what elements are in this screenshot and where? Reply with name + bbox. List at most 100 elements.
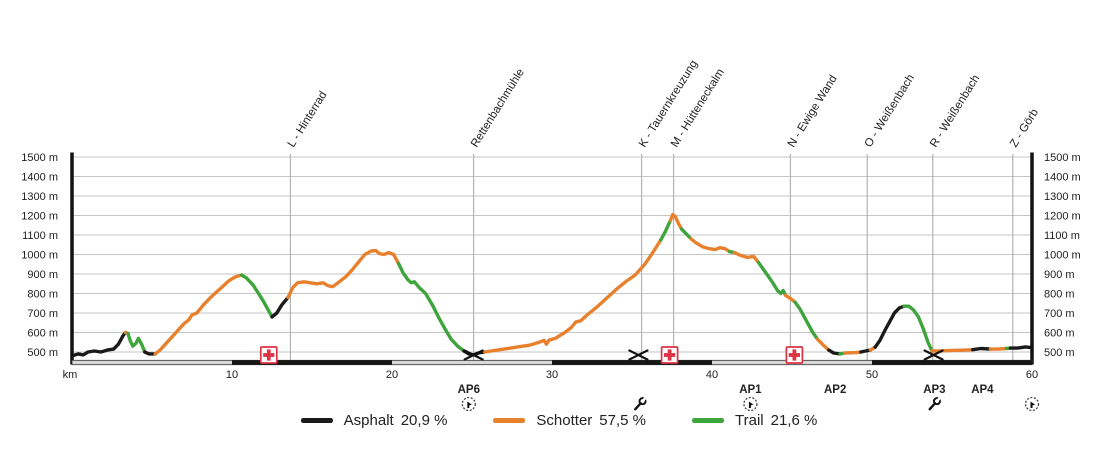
circle-figure: [1030, 401, 1035, 408]
y-axis-label-right: 1000 m: [1044, 249, 1081, 261]
y-axis-label-right: 500 m: [1044, 347, 1075, 359]
legend-item-trail: Trail 21,6 %: [692, 412, 817, 429]
wrench-icon: [634, 396, 647, 411]
y-axis-label-left: 1000 m: [21, 249, 58, 261]
checkpoint-label: AP4: [971, 384, 994, 396]
crossed-tools-marker: [628, 349, 649, 361]
profile-segment-asphalt: [827, 348, 842, 356]
circle-outline: [461, 396, 476, 412]
profile-segment-schotter: [988, 346, 1009, 351]
x-axis-unit-label: km: [63, 369, 78, 381]
checkpoint-circle-icon: [461, 396, 476, 412]
waypoint-label: R - Weißenbach: [928, 73, 982, 150]
legend-value-schotter: 57,5 %: [599, 412, 646, 429]
checkpoint-circle-icon: [1024, 396, 1040, 412]
wrench-shaft: [928, 402, 937, 411]
x-axis-tick-label: 30: [546, 369, 558, 381]
profile-segment-schotter: [732, 250, 761, 264]
y-axis-label-right: 1100 m: [1044, 230, 1080, 242]
first-aid-cross-h: [788, 353, 800, 357]
x-axis-tick-label: 50: [866, 369, 878, 381]
circle-outline: [743, 396, 758, 412]
profile-segment-asphalt: [1008, 345, 1034, 350]
legend-label-schotter: Schotter: [536, 412, 593, 429]
x-axis-tick-label: 40: [706, 369, 718, 381]
crossed-tools-marker: [463, 349, 484, 361]
y-axis-label-left: 1100 m: [22, 230, 58, 242]
y-axis-label-left: 1500 m: [21, 152, 58, 164]
legend-value-asphalt: 20,9 %: [400, 412, 448, 429]
profile-segment-trail: [126, 331, 147, 354]
y-axis-label-left: 1300 m: [21, 191, 58, 203]
legend-item-schotter: Schotter 57,5 %: [493, 412, 646, 429]
first-aid-cross-h: [263, 353, 275, 357]
profile-segment-trail: [902, 304, 934, 353]
crossed-tools-marker: [923, 349, 944, 361]
y-axis-label-left: 500 m: [27, 347, 58, 359]
profile-segment-asphalt: [270, 295, 290, 319]
waypoint-label: Rettenbachmühle: [469, 67, 527, 150]
x-axis-tick-label: 10: [226, 369, 238, 381]
waypoint-label: L - Hinterrad: [286, 89, 330, 149]
profile-segment-asphalt: [873, 304, 906, 349]
circle-figure: [467, 401, 472, 408]
profile-segment-schotter: [843, 350, 863, 355]
wrench-icon: [928, 396, 941, 411]
profile-segment-schotter: [689, 237, 732, 254]
legend: Asphalt 20,9 % Schotter 57,5 % Trail 21,6 %: [0, 412, 1118, 429]
profile-segment-schotter: [930, 348, 975, 353]
checkpoint-label: AP3: [923, 384, 945, 396]
y-axis-label-left: 700 m: [27, 308, 58, 320]
checkpoint-label: AP6: [458, 384, 480, 396]
crossed-line: [628, 349, 649, 361]
x-axis-scalebar-dark-segment: [552, 360, 712, 365]
profile-segment-trail: [659, 218, 673, 242]
waypoint-label: Z - Görb: [1008, 107, 1041, 150]
x-axis-tick-label: 20: [386, 369, 398, 381]
y-axis-label-left: 1200 m: [21, 210, 58, 222]
profile-segment-schotter: [153, 273, 244, 356]
wrench-shaft: [634, 402, 642, 411]
y-axis-label-right: 900 m: [1044, 269, 1075, 281]
profile-segment-trail: [396, 261, 466, 353]
waypoint-label: N - Ewige Wand: [786, 73, 840, 149]
profile-segment-schotter: [815, 337, 831, 352]
asphalt-line-swatch: [300, 418, 333, 423]
profile-segment-trail: [239, 273, 274, 319]
y-axis-label-right: 600 m: [1044, 327, 1075, 339]
schotter-line-swatch: [493, 418, 526, 423]
first-aid-cross-h: [664, 353, 676, 357]
wrench-jaw-gap: [936, 396, 941, 402]
waypoint-label: O - Weißenbach: [863, 72, 917, 149]
legend-value-trail: 21,6 %: [770, 412, 818, 429]
profile-segment-trail: [793, 300, 820, 341]
wrench-jaw-gap: [642, 396, 647, 402]
y-axis-label-left: 900 m: [27, 269, 58, 281]
profile-segment-asphalt: [70, 330, 128, 358]
legend-label-asphalt: Asphalt: [343, 412, 394, 429]
legend-item-asphalt: Asphalt 20,9 %: [300, 412, 448, 429]
trail-line-swatch: [692, 418, 724, 423]
profile-segment-schotter: [668, 212, 684, 231]
checkpoint-label: AP1: [739, 384, 762, 396]
x-axis-scalebar-dark-segment: [872, 360, 1032, 365]
circle-outline: [1024, 396, 1040, 412]
first-aid-marker: [259, 346, 278, 364]
y-axis-label-left: 1400 m: [21, 171, 58, 183]
waypoint-label: K - Tauernkreuzung: [637, 58, 700, 149]
profile-segment-asphalt: [143, 350, 157, 356]
x-axis-scalebar-dark-segment: [232, 360, 392, 365]
y-axis-label-right: 1500 m: [1044, 152, 1081, 164]
profile-segment-trail: [756, 260, 788, 298]
profile-segment-trail: [679, 227, 693, 241]
legend-label-trail: Trail: [735, 412, 764, 429]
y-axis-label-right: 1400 m: [1044, 171, 1081, 183]
y-axis-label-right: 700 m: [1044, 308, 1075, 320]
x-axis-tick-label: 60: [1026, 369, 1038, 381]
first-aid-marker: [785, 346, 804, 364]
profile-segment-asphalt: [971, 346, 993, 352]
checkpoint-circle-icon: [743, 396, 758, 412]
profile-segment-schotter: [483, 238, 663, 354]
